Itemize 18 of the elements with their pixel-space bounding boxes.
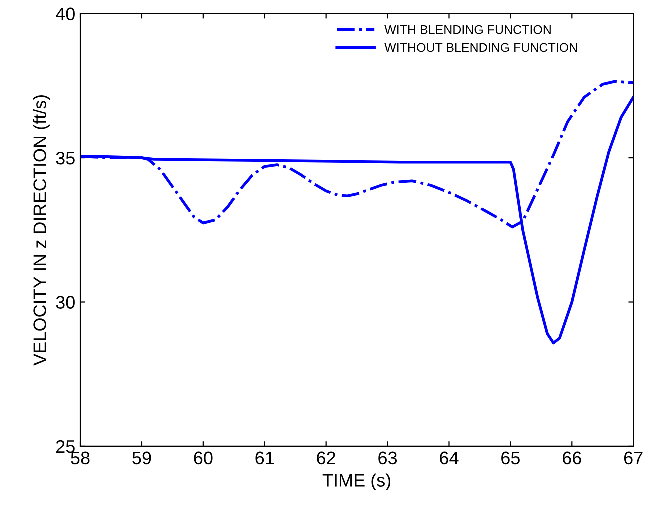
x-tick-label: 58 bbox=[71, 452, 90, 465]
x-tick-label: 60 bbox=[194, 452, 213, 465]
x-tick-label: 59 bbox=[132, 452, 152, 465]
x-tick-label: 63 bbox=[378, 452, 398, 465]
legend-label: WITH BLENDING FUNCTION bbox=[384, 25, 551, 34]
y-tick-label: 30 bbox=[56, 296, 75, 309]
x-tick-label: 61 bbox=[256, 452, 274, 465]
x-tick-label: 62 bbox=[317, 452, 336, 465]
y-axis-title: VELOCITY IN z DIRECTION (ft/s) bbox=[33, 95, 50, 366]
legend-label: WITHOUT BLENDING FUNCTION bbox=[384, 43, 578, 52]
x-tick-label: 67 bbox=[624, 452, 643, 465]
y-tick-label: 40 bbox=[56, 8, 75, 21]
x-tick-label: 66 bbox=[563, 452, 582, 465]
x-axis-title: TIME (s) bbox=[322, 474, 391, 491]
y-tick-label: 35 bbox=[56, 152, 75, 165]
x-tick-label: 64 bbox=[440, 452, 459, 465]
x-tick-label: 65 bbox=[502, 452, 520, 465]
y-tick-label: 25 bbox=[56, 440, 75, 454]
